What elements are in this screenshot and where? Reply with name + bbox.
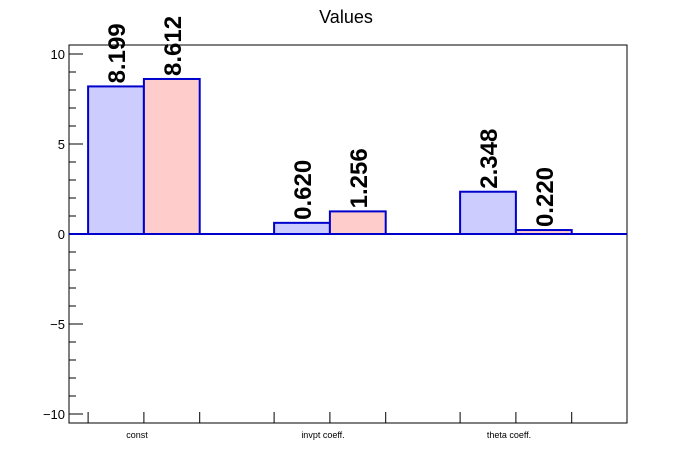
y-tick-label: 0: [58, 227, 65, 242]
data-label: 0.620: [290, 160, 317, 220]
x-category-label: invpt coeff.: [301, 430, 344, 440]
bar: [142, 77, 201, 236]
data-label: 1.256: [346, 148, 373, 208]
bar: [328, 210, 387, 235]
data-label: 8.199: [104, 23, 131, 83]
y-tick-label: −5: [50, 317, 65, 332]
data-labels: 8.199 8.612 0.620 1.256 2.348 0.220: [104, 16, 559, 227]
data-label: 0.220: [532, 167, 559, 227]
y-tick-label: 10: [51, 47, 65, 62]
bar: [87, 85, 145, 235]
data-label: 8.612: [160, 16, 187, 76]
y-axis: −10 −5 0 5 10: [43, 47, 83, 422]
data-label: 2.348: [476, 129, 503, 189]
bar: [459, 190, 517, 235]
x-category-label: theta coeff.: [487, 430, 531, 440]
bar: [273, 221, 331, 235]
x-category-label: const: [126, 430, 148, 440]
x-axis: const invpt coeff. theta coeff.: [87, 412, 573, 440]
y-tick-label: 5: [58, 137, 65, 152]
chart-title: Values: [319, 7, 373, 27]
y-tick-label: −10: [43, 407, 65, 422]
